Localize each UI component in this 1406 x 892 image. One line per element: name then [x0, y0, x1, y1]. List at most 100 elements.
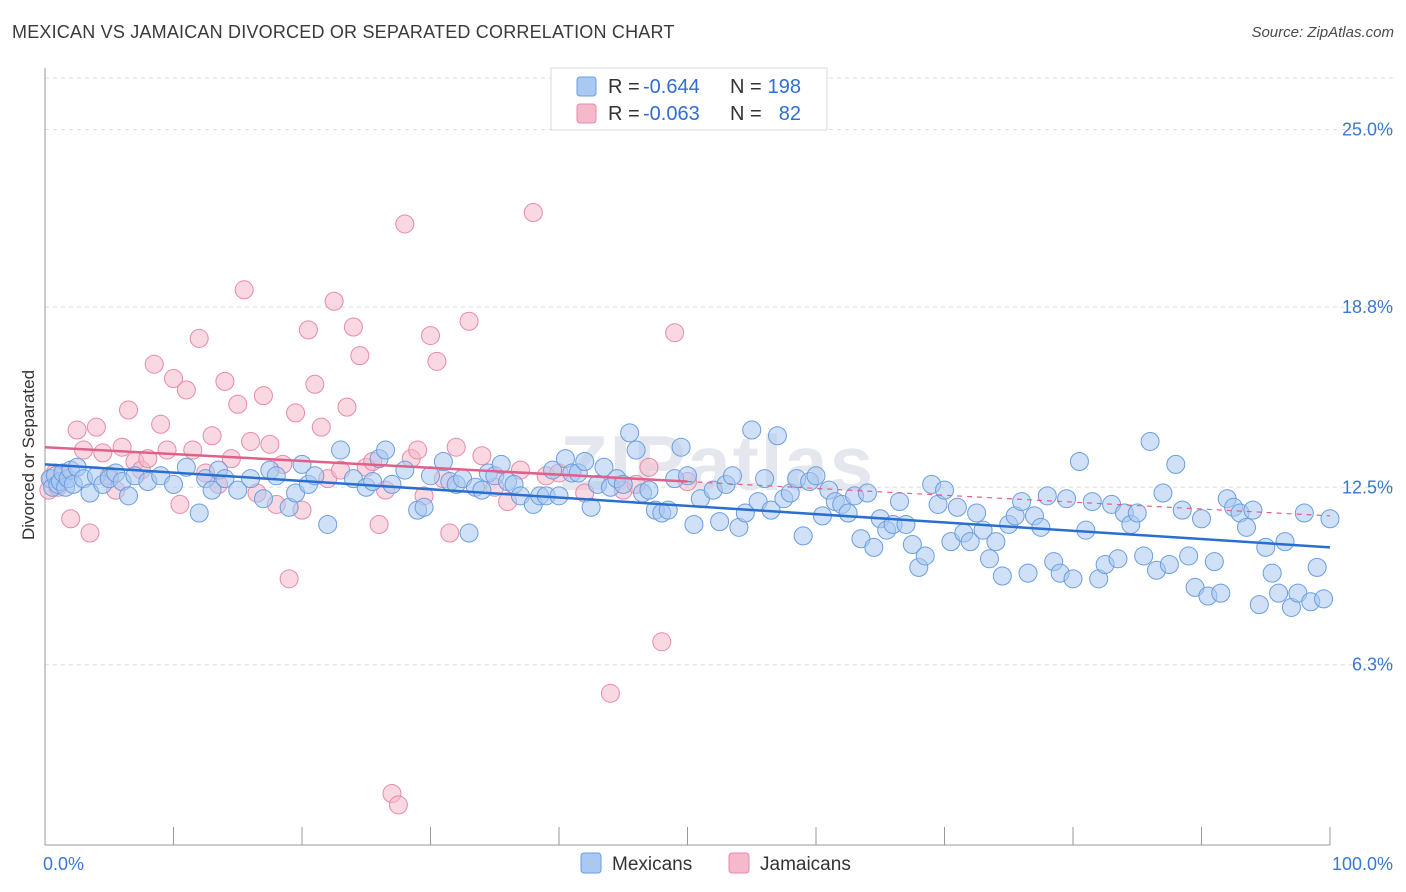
- point-mexicans: [1243, 500, 1263, 520]
- point-mexicans: [1294, 503, 1314, 523]
- y-axis-label: Divorced or Separated: [19, 370, 38, 540]
- x-tick-label: 0.0%: [43, 854, 84, 874]
- point-mexicans: [1307, 557, 1327, 577]
- point-mexicans: [722, 466, 742, 486]
- source-label: Source: ZipAtlas.com: [1251, 24, 1394, 41]
- point-mexicans: [331, 440, 351, 460]
- mexicans-points: [40, 420, 1340, 617]
- point-jamaicans: [170, 494, 190, 514]
- point-jamaicans: [286, 403, 306, 423]
- point-mexicans: [253, 489, 273, 509]
- y-tick-label: 12.5%: [1342, 477, 1393, 497]
- point-jamaicans: [61, 509, 81, 529]
- point-mexicans: [1063, 569, 1083, 589]
- point-jamaicans: [151, 414, 171, 434]
- point-mexicans: [575, 452, 595, 471]
- point-mexicans: [1314, 589, 1334, 609]
- point-jamaicans: [311, 417, 331, 437]
- point-jamaicans: [600, 683, 620, 703]
- point-mexicans: [1127, 503, 1147, 523]
- point-jamaicans: [241, 431, 261, 451]
- point-jamaicans: [279, 569, 299, 589]
- legend: R = -0.644 N = 198 R = -0.063 N = 82: [550, 67, 828, 131]
- point-mexicans: [1166, 454, 1186, 474]
- legend-r-label: R =: [608, 76, 640, 98]
- point-mexicans: [967, 503, 987, 523]
- x-tick-label: 100.0%: [1332, 854, 1393, 874]
- point-mexicans: [459, 523, 479, 543]
- point-mexicans: [266, 466, 286, 486]
- point-mexicans: [1236, 517, 1256, 537]
- point-mexicans: [1262, 563, 1282, 583]
- point-mexicans: [710, 512, 730, 532]
- point-mexicans: [1153, 483, 1173, 503]
- point-jamaicans: [388, 795, 408, 815]
- point-jamaicans: [395, 214, 415, 234]
- legend-swatch-mexicans: [576, 76, 597, 97]
- point-mexicans: [1256, 537, 1276, 557]
- y-tick-label: 6.3%: [1352, 655, 1393, 675]
- point-mexicans: [363, 472, 383, 492]
- point-mexicans: [806, 466, 826, 486]
- point-mexicans: [1108, 549, 1128, 569]
- point-mexicans: [935, 480, 954, 500]
- grid: [45, 77, 1395, 666]
- bottom-legend-jamaicans: Jamaicans: [760, 854, 851, 875]
- legend-r-value-mexicans: -0.644: [643, 76, 700, 98]
- point-mexicans: [164, 474, 183, 494]
- point-jamaicans: [157, 440, 177, 460]
- bottom-legend-mexicans: Mexicans: [612, 854, 692, 875]
- point-mexicans: [1134, 546, 1154, 566]
- legend-n-value-jamaicans: 82: [779, 103, 801, 125]
- point-mexicans: [1179, 546, 1199, 566]
- point-mexicans: [986, 532, 1006, 552]
- point-mexicans: [382, 474, 402, 494]
- point-mexicans: [1320, 509, 1340, 529]
- legend-r-label: R =: [608, 103, 640, 125]
- point-mexicans: [1269, 583, 1289, 603]
- point-mexicans: [421, 466, 440, 486]
- point-mexicans: [767, 426, 787, 446]
- point-mexicans: [472, 480, 492, 500]
- point-mexicans: [189, 503, 209, 523]
- point-jamaicans: [305, 374, 325, 394]
- point-mexicans: [119, 486, 139, 506]
- point-mexicans: [1211, 583, 1231, 603]
- point-mexicans: [793, 526, 813, 546]
- trend-line-jamaicans: [44, 445, 688, 483]
- trend-line-mexicans: [44, 463, 1331, 549]
- point-jamaicans: [639, 457, 659, 477]
- point-mexicans: [318, 514, 338, 534]
- legend-n-label: N =: [730, 76, 762, 98]
- axes: [44, 68, 1331, 846]
- point-mexicans: [626, 440, 646, 460]
- point-mexicans: [613, 474, 633, 494]
- point-mexicans: [202, 480, 222, 500]
- point-mexicans: [433, 452, 453, 471]
- point-mexicans: [228, 480, 248, 500]
- point-jamaicans: [253, 386, 273, 406]
- legend-n-value-mexicans: 198: [768, 76, 801, 98]
- point-mexicans: [684, 514, 704, 534]
- point-mexicans: [755, 469, 775, 489]
- point-jamaicans: [343, 317, 363, 337]
- point-jamaicans: [665, 323, 685, 343]
- point-jamaicans: [234, 280, 254, 300]
- point-mexicans: [896, 514, 916, 534]
- point-mexicans: [376, 440, 396, 460]
- point-mexicans: [176, 457, 196, 477]
- point-mexicans: [215, 469, 235, 489]
- point-mexicans: [1275, 532, 1295, 552]
- tick-labels: 6.3% 12.5% 18.8% 25.0% 0.0% 100.0%: [43, 120, 1393, 874]
- point-mexicans: [1204, 552, 1224, 572]
- point-jamaicans: [523, 203, 543, 223]
- point-jamaicans: [652, 632, 672, 652]
- y-tick-label: 25.0%: [1342, 120, 1393, 140]
- point-jamaicans: [260, 434, 280, 454]
- point-jamaicans: [67, 420, 87, 440]
- point-jamaicans: [337, 397, 357, 417]
- bottom-legend-swatch-mexicans: [580, 852, 602, 874]
- point-jamaicans: [228, 394, 248, 414]
- point-mexicans: [491, 454, 511, 474]
